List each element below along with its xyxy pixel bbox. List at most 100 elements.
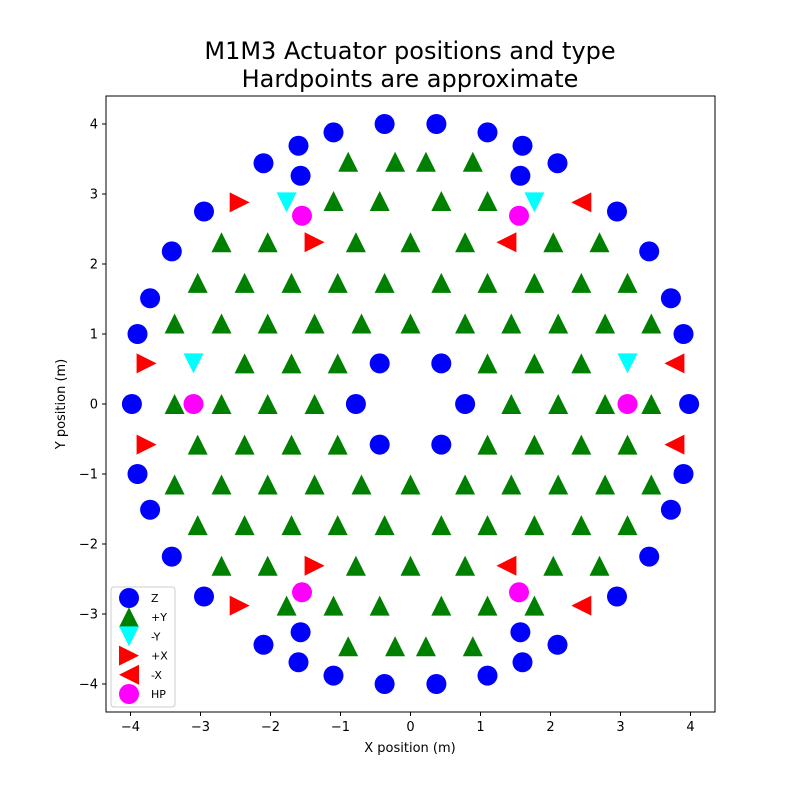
legend-label-plusminus-x: +X	[151, 650, 168, 663]
marker-z	[426, 114, 447, 134]
marker-plusminus-y	[234, 515, 255, 536]
chart-title-line-1: M1M3 Actuator positions and type	[204, 37, 615, 65]
marker-z	[477, 665, 498, 686]
marker-plusminus-y	[304, 313, 325, 334]
data-markers	[121, 114, 700, 694]
marker-plusminus-x	[304, 555, 325, 576]
marker-plusminus-y	[571, 434, 592, 455]
marker-plusminus-y	[351, 474, 372, 495]
marker-z	[512, 652, 533, 673]
y-tick-label: −3	[79, 608, 98, 623]
marker-plusminus-y	[477, 595, 498, 616]
marker-z	[127, 324, 148, 344]
legend-marker-hp	[119, 684, 139, 704]
marker-plusminus-y	[501, 474, 522, 495]
legend-marker-minus-x	[119, 664, 139, 685]
y-tick-label: 0	[90, 398, 98, 413]
legend-label-minus-y: -Y	[151, 630, 161, 643]
marker-z	[660, 288, 681, 309]
marker-plusminus-y	[595, 394, 616, 414]
marker-plusminus-y	[617, 515, 638, 536]
marker-plusminus-y	[327, 272, 348, 293]
marker-minus-y	[276, 192, 297, 213]
marker-z	[660, 499, 681, 520]
marker-plusminus-y	[501, 313, 522, 334]
marker-plusminus-y	[431, 515, 452, 536]
marker-plusminus-y	[641, 313, 662, 334]
marker-plusminus-y	[234, 272, 255, 293]
marker-plusminus-y	[281, 353, 302, 374]
x-tick-label: 0	[406, 720, 414, 735]
marker-plusminus-y	[385, 636, 406, 657]
marker-plusminus-y	[524, 595, 545, 616]
marker-z	[290, 622, 311, 643]
marker-z	[194, 201, 214, 222]
marker-z	[607, 201, 627, 222]
legend-marker-minus-y	[119, 626, 139, 647]
marker-z	[510, 622, 531, 643]
plot-area	[106, 96, 715, 712]
y-tick-label: −4	[79, 678, 98, 693]
marker-plusminus-y	[589, 232, 610, 253]
marker-plusminus-y	[462, 151, 483, 172]
marker-plusminus-y	[571, 515, 592, 536]
marker-z	[639, 241, 660, 262]
marker-plusminus-y	[351, 313, 372, 334]
legend-label-z: Z	[151, 592, 159, 605]
marker-plusminus-y	[400, 313, 421, 334]
y-tick-label: 2	[90, 258, 98, 273]
x-tick-label: 1	[476, 720, 484, 735]
marker-plusminus-y	[524, 515, 545, 536]
marker-minus-x	[496, 555, 517, 576]
marker-plusminus-y	[327, 515, 348, 536]
plot-frame	[105, 95, 716, 713]
marker-z	[288, 652, 309, 673]
marker-minus-y	[617, 353, 638, 374]
marker-plusminus-y	[415, 636, 436, 657]
marker-plusminus-y	[211, 313, 232, 334]
legend-label-plusminus-y: +Y	[151, 611, 167, 624]
marker-z	[607, 586, 627, 607]
marker-plusminus-y	[345, 232, 366, 253]
marker-plusminus-y	[276, 595, 297, 616]
marker-plusminus-y	[589, 555, 610, 576]
marker-z	[477, 122, 498, 143]
marker-plusminus-y	[281, 434, 302, 455]
marker-plusminus-y	[524, 272, 545, 293]
marker-plusminus-y	[477, 434, 498, 455]
marker-plusminus-y	[257, 394, 278, 414]
marker-plusminus-y	[400, 474, 421, 495]
marker-plusminus-y	[374, 272, 395, 293]
marker-z	[369, 434, 390, 455]
marker-plusminus-y	[338, 636, 359, 657]
marker-plusminus-y	[477, 191, 498, 211]
marker-minus-x	[664, 353, 685, 374]
marker-z	[323, 122, 344, 143]
marker-plusminus-y	[234, 353, 255, 374]
marker-plusminus-y	[548, 394, 569, 414]
y-tick-label: 4	[90, 118, 98, 133]
marker-plusminus-y	[327, 353, 348, 374]
marker-plusminus-y	[327, 434, 348, 455]
marker-plusminus-y	[543, 555, 564, 576]
marker-plusminus-y	[641, 394, 662, 414]
legend: Z +Y -Y +X -X HP	[110, 586, 176, 708]
marker-plusminus-y	[455, 474, 476, 495]
marker-z	[345, 394, 366, 414]
marker-z	[140, 499, 161, 520]
marker-z	[426, 674, 447, 694]
marker-minus-y	[183, 353, 204, 374]
marker-plusminus-y	[281, 515, 302, 536]
marker-z	[161, 546, 182, 567]
marker-plusminus-y	[187, 272, 208, 293]
marker-plusminus-y	[617, 434, 638, 455]
marker-hp	[292, 205, 312, 226]
marker-plusminus-x	[136, 353, 157, 374]
marker-hp	[617, 394, 638, 414]
marker-plusminus-y	[595, 474, 616, 495]
marker-plusminus-y	[257, 313, 278, 334]
marker-z	[288, 135, 309, 156]
marker-z	[374, 114, 395, 134]
marker-minus-x	[571, 192, 592, 213]
